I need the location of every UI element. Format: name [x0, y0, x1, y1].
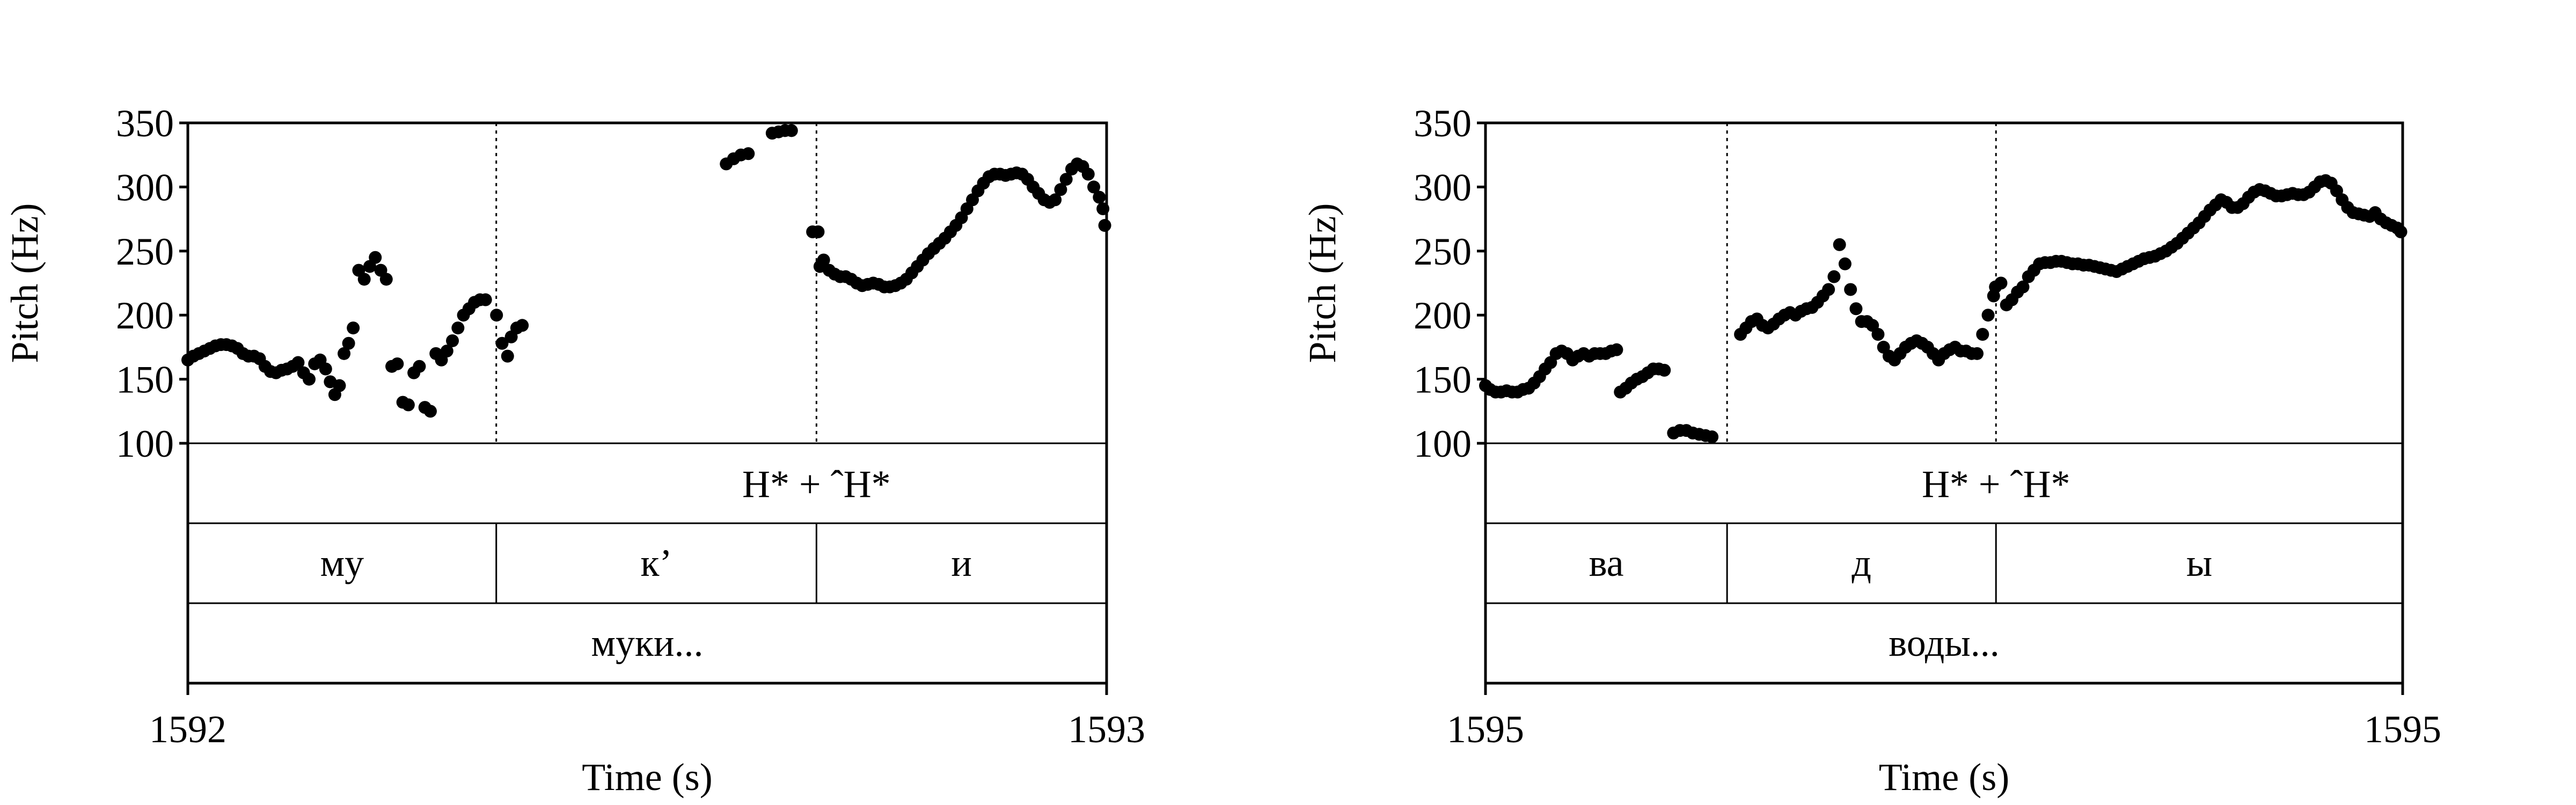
pitch-point	[302, 372, 316, 386]
pitch-point	[1096, 202, 1110, 215]
y-tick-label: 150	[1414, 358, 1472, 401]
pitch-point	[1049, 193, 1062, 207]
pitch-point	[501, 349, 514, 363]
word-label: воды...	[1889, 621, 1999, 664]
pitch-point	[1849, 302, 1863, 316]
pitch-point	[1093, 191, 1106, 204]
pitch-point	[1706, 430, 1719, 444]
pitch-point	[423, 405, 437, 418]
pitch-point	[401, 398, 415, 412]
syllable-label: ы	[2186, 541, 2212, 584]
syllable-label: к’	[641, 541, 672, 584]
pitch-point	[817, 253, 830, 267]
y-tick-label: 200	[116, 294, 174, 337]
pitch-point	[490, 309, 503, 322]
pitch-point	[446, 334, 459, 347]
pitch-point	[1059, 173, 1073, 186]
x-tick-label: 1593	[1068, 708, 1145, 751]
pitch-point	[338, 347, 351, 360]
word-label: муки...	[591, 621, 703, 664]
y-tick-label: 300	[116, 166, 174, 209]
tone-label: H* + ˆH*	[742, 463, 891, 506]
syllable-label: ва	[1589, 541, 1624, 584]
pitch-point	[1822, 283, 1835, 296]
x-tick-label: 1595	[2364, 708, 2441, 751]
pitch-point	[319, 362, 332, 376]
y-tick-label: 150	[116, 358, 174, 401]
y-tick-label: 350	[116, 102, 174, 145]
syllable-label: и	[951, 541, 972, 584]
pitch-panel-2: 100 150 200 250 300 350 Pitch (Hz) H* + ˆH* ва д ы…	[1301, 102, 2441, 799]
pitch-point	[1994, 276, 2008, 290]
y-tick-label: 100	[1414, 422, 1472, 465]
pitch-point	[495, 336, 509, 350]
pitch-point	[291, 356, 305, 369]
tone-label: H* + ˆH*	[1922, 463, 2070, 506]
pitch-point	[479, 293, 492, 306]
pitch-point	[1827, 270, 1841, 283]
x-axis-label: Time (s)	[582, 756, 712, 799]
syllable-label: д	[1851, 541, 1871, 584]
pitch-point	[811, 225, 825, 238]
pitch-point	[391, 357, 404, 370]
pitch-point	[440, 345, 453, 358]
pitch-point	[342, 336, 355, 350]
pitch-point	[1838, 257, 1851, 270]
pitch-point	[1098, 219, 1111, 232]
pitch-point	[1976, 328, 1989, 341]
pitch-point	[1054, 183, 1067, 196]
pitch-points	[1479, 174, 2407, 444]
pitch-point	[1833, 238, 1846, 251]
y-axis-label: Pitch (Hz)	[1301, 203, 1344, 363]
pitch-point	[2394, 225, 2407, 238]
pitch-point	[1658, 363, 1671, 377]
pitch-point	[785, 124, 798, 137]
pitch-point	[379, 273, 393, 286]
syllable-label: му	[320, 541, 364, 584]
pitch-point	[451, 321, 465, 335]
plot-frame	[1484, 121, 2404, 685]
y-tick-label: 300	[1414, 166, 1472, 209]
y-tick-label: 200	[1414, 294, 1472, 337]
pitch-point	[742, 147, 755, 160]
pitch-point	[1981, 309, 1995, 322]
pitch-point	[369, 251, 382, 264]
x-tick-label: 1595	[1447, 708, 1524, 751]
pitch-point	[1610, 343, 1623, 356]
pitch-point	[1087, 180, 1101, 194]
pitch-points	[181, 124, 1111, 418]
pitch-point	[1971, 347, 1984, 360]
y-tick-label: 250	[1414, 230, 1472, 273]
pitch-point	[516, 319, 529, 332]
plot-frame	[186, 121, 1108, 685]
y-tick-label: 350	[1414, 102, 1472, 145]
y-tick-label: 100	[116, 422, 174, 465]
pitch-point	[357, 273, 371, 286]
pitch-point	[347, 321, 360, 335]
x-axis-label: Time (s)	[1879, 756, 2009, 799]
y-tick-label: 250	[116, 230, 174, 273]
pitch-point	[1871, 328, 1885, 341]
pitch-panel-1: 100 150 200 250 300 350 Pitch (Hz) H* + ˆH* му к’…	[3, 102, 1145, 799]
pitch-point	[2016, 280, 2030, 294]
pitch-point	[333, 379, 346, 392]
pitch-point	[413, 360, 426, 373]
y-axis-label: Pitch (Hz)	[3, 203, 46, 363]
pitch-point	[1081, 167, 1095, 181]
x-tick-label: 1592	[149, 708, 226, 751]
pitch-point	[1844, 283, 1857, 296]
